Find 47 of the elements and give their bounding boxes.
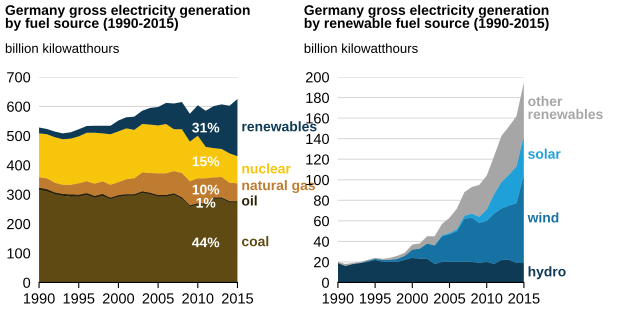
x-tick-label: 2000 — [102, 293, 134, 304]
x-tick-label: 1995 — [64, 293, 94, 304]
annotation: 31% — [192, 122, 220, 133]
series-label: renewables — [242, 121, 317, 132]
x-tick-label: 2000 — [396, 293, 428, 304]
series-label: solar — [528, 148, 561, 159]
x-tick-label: 1995 — [360, 293, 391, 304]
y-tick-label: 700 — [7, 72, 30, 82]
y-tick-label: 20 — [314, 257, 329, 268]
y-tick-label: 0 — [23, 278, 30, 288]
series-label: other renewables — [528, 96, 603, 120]
y-tick-label: 60 — [314, 216, 329, 226]
x-tick-label: 1990 — [24, 293, 55, 304]
x-tick-label: 2005 — [142, 293, 174, 304]
y-tick-label: 400 — [6, 160, 30, 171]
y-tick-label: 200 — [306, 72, 329, 82]
chart-title: Germany gross electricity generation by renewable fuel source (1990-2015) — [304, 4, 549, 31]
x-tick-label: 2010 — [471, 293, 502, 304]
annotation: 15% — [192, 156, 220, 166]
x-tick-label: 2015 — [508, 293, 540, 304]
y-tick-label: 500 — [6, 130, 30, 142]
series-label: hydro — [528, 266, 566, 280]
x-tick-label: 2015 — [222, 293, 254, 304]
series-label: oil — [242, 195, 257, 206]
y-tick-label: 80 — [314, 195, 329, 206]
annotation: 44% — [192, 238, 220, 248]
series-label: nuclear — [242, 163, 291, 174]
y-tick-label: 200 — [7, 218, 30, 230]
x-tick-label: 2005 — [434, 293, 466, 304]
series-label: wind — [528, 212, 558, 223]
y-tick-label: 100 — [8, 248, 30, 259]
y-tick-label: 600 — [7, 101, 30, 112]
annotation: 1% — [196, 198, 216, 208]
x-tick-label: 1990 — [322, 293, 354, 304]
series-label: coal — [242, 236, 268, 246]
chart-subtitle: billion kilowatthours — [304, 43, 418, 54]
y-tick-label: 180 — [306, 92, 329, 104]
chart-title: Germany gross electricity generation by fuel source (1990-2015) — [6, 4, 250, 31]
y-tick-label: 40 — [314, 236, 329, 247]
chart-subtitle: billion kilowatthours — [6, 43, 119, 54]
annotation: 10% — [192, 184, 220, 194]
y-tick-label: 140 — [306, 134, 329, 144]
y-tick-label: 120 — [306, 154, 329, 165]
y-tick-label: 300 — [6, 190, 30, 200]
y-tick-label: 160 — [306, 113, 329, 124]
x-tick-label: 2010 — [182, 293, 214, 304]
y-tick-label: 0 — [322, 278, 329, 288]
